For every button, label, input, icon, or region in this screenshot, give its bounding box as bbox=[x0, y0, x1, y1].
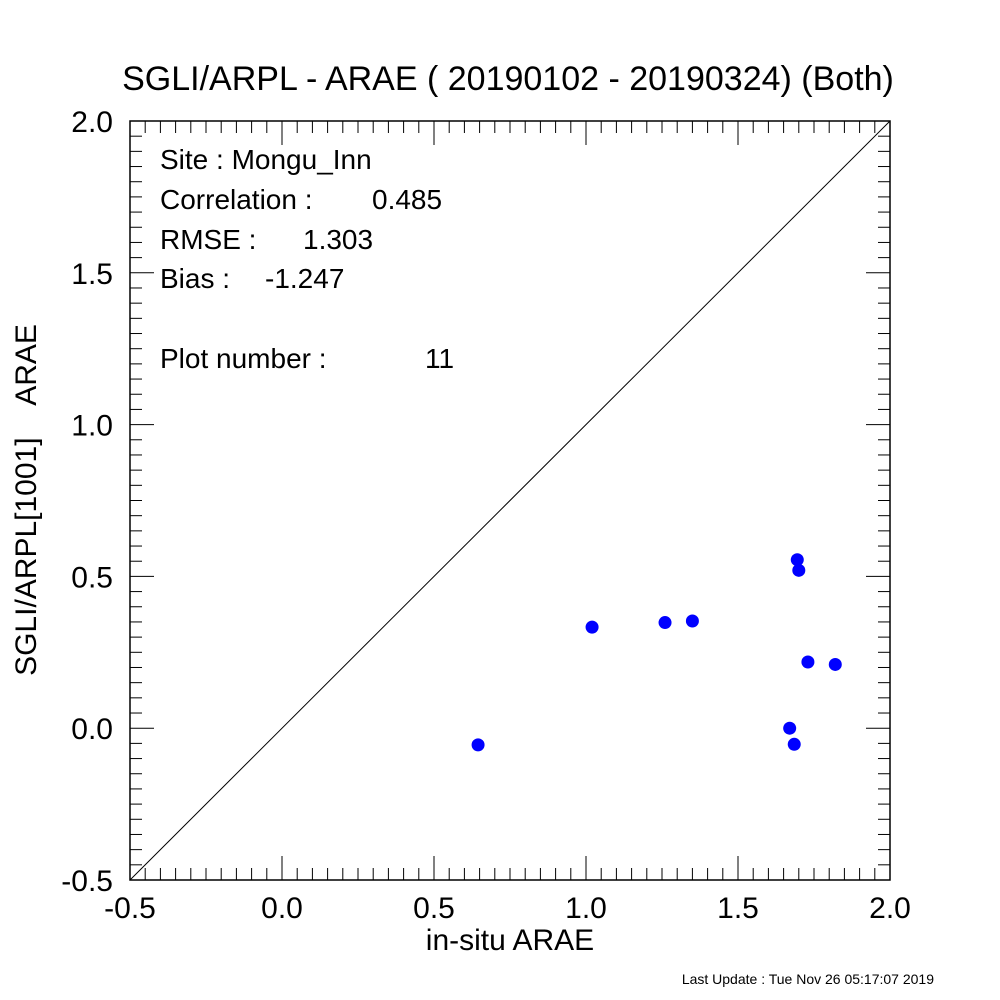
tick-marks bbox=[129, 120, 891, 881]
bias-label: Bias : bbox=[160, 263, 230, 294]
y-tick-label: 1.5 bbox=[71, 258, 113, 291]
x-tick-label: 2.0 bbox=[869, 892, 911, 925]
y-tick-label: -0.5 bbox=[61, 865, 113, 898]
plot-number-value: 11 bbox=[425, 343, 454, 374]
data-point bbox=[658, 616, 672, 630]
data-point bbox=[787, 737, 801, 751]
rmse-value: 1.303 bbox=[303, 224, 373, 255]
data-point bbox=[792, 563, 806, 577]
last-update-footer: Last Update : Tue Nov 26 05:17:07 2019 bbox=[682, 971, 934, 987]
data-point bbox=[783, 721, 797, 735]
x-axis-label: in-situ ARAE bbox=[426, 924, 594, 957]
y-tick-label: 2.0 bbox=[71, 106, 113, 139]
data-point bbox=[471, 738, 485, 752]
y-tick-label: 1.0 bbox=[71, 410, 113, 443]
chart-title: SGLI/ARPL - ARAE ( 20190102 - 20190324) … bbox=[122, 60, 894, 98]
stats-annotations: Site : Mongu_Inn Correlation : 0.485 RMS… bbox=[160, 144, 454, 374]
x-tick-label: -0.5 bbox=[104, 892, 156, 925]
y-axis-label: SGLI/ARPL[1001] ARAE bbox=[10, 324, 43, 676]
x-tick-labels: -0.5 0.0 0.5 1.0 1.5 2.0 bbox=[104, 892, 911, 925]
x-tick-label: 0.5 bbox=[413, 892, 455, 925]
correlation-value: 0.485 bbox=[372, 184, 442, 215]
one-to-one-line bbox=[129, 120, 891, 881]
y-tick-label: 0.5 bbox=[71, 561, 113, 594]
data-point bbox=[801, 655, 815, 669]
x-tick-label: 0.0 bbox=[261, 892, 303, 925]
x-tick-label: 1.0 bbox=[565, 892, 607, 925]
plot-number-label: Plot number : bbox=[160, 343, 327, 374]
y-tick-labels: -0.5 0.0 0.5 1.0 1.5 2.0 bbox=[61, 106, 113, 898]
correlation-label: Correlation : bbox=[160, 184, 313, 215]
data-point bbox=[585, 620, 599, 634]
data-point bbox=[685, 614, 699, 628]
data-point bbox=[790, 553, 804, 567]
y-tick-label: 0.0 bbox=[71, 713, 113, 746]
site-label: Site : Mongu_Inn bbox=[160, 144, 372, 175]
data-points bbox=[471, 553, 842, 752]
rmse-label: RMSE : bbox=[160, 224, 256, 255]
data-point bbox=[828, 657, 842, 671]
bias-value: -1.247 bbox=[265, 263, 344, 294]
x-tick-label: 1.5 bbox=[717, 892, 759, 925]
